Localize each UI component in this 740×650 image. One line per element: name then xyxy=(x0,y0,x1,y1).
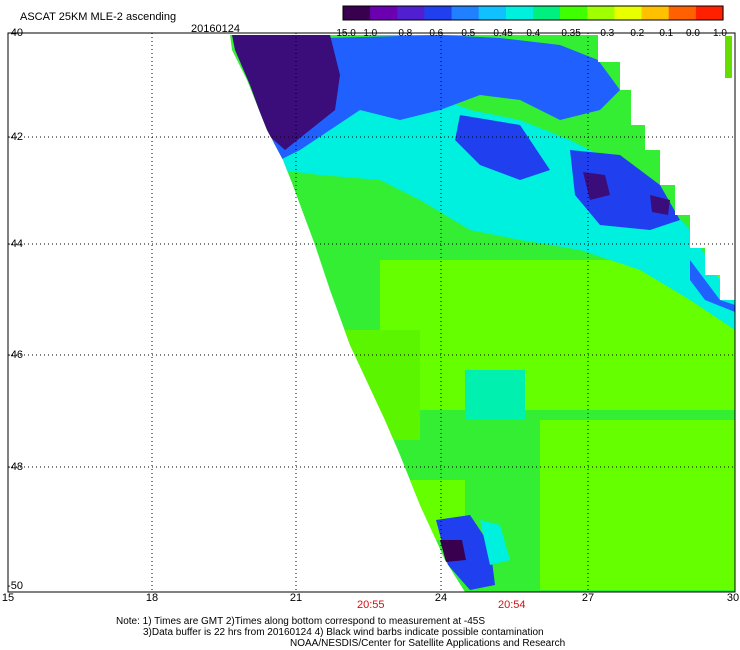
note-line: 3)Data buffer is 22 hrs from 20160124 4)… xyxy=(143,627,544,638)
lat-label: -50 xyxy=(7,580,23,592)
lon-label: 27 xyxy=(581,592,595,604)
swath-data xyxy=(230,35,735,592)
credit-line: NOAA/NESDIS/Center for Satellite Applica… xyxy=(290,638,566,649)
colorbar-label: -0.6 xyxy=(426,28,444,39)
colorbar-label: -0.2 xyxy=(627,28,645,39)
lon-label: 30 xyxy=(726,592,740,604)
colorbar-label: -0.4 xyxy=(523,28,541,39)
colorbar-segment xyxy=(343,6,371,20)
colorbar-border xyxy=(342,5,724,21)
colorbar-label: -0.35 xyxy=(558,28,581,39)
map-title: ASCAT 25KM MLE-2 ascending xyxy=(20,11,177,23)
colorbar-label: 0.0 xyxy=(686,28,700,39)
colorbar-label: -0.8 xyxy=(395,28,413,39)
time-label: 20:54 xyxy=(498,599,526,611)
lat-label: -44 xyxy=(7,238,23,250)
colorbar-label: -15.0 xyxy=(333,28,356,39)
colorbar-label: -0.45 xyxy=(490,28,513,39)
colorbar-segment xyxy=(451,6,480,20)
colorbar-segment xyxy=(424,6,453,20)
colorbar-segment xyxy=(505,6,534,20)
colorbar-segment xyxy=(587,6,615,20)
time-label: 20:55 xyxy=(357,599,385,611)
colorbar-segment xyxy=(668,6,697,20)
colorbar-segment xyxy=(695,6,724,20)
colorbar-segment xyxy=(370,6,398,20)
colorbar-label: -0.5 xyxy=(458,28,476,39)
colorbar-segment xyxy=(614,6,643,20)
colorbar-segment xyxy=(641,6,670,20)
colorbar-segment xyxy=(533,6,561,20)
colorbar-segment xyxy=(560,6,588,20)
colorbar-label: -1.0 xyxy=(360,28,378,39)
colorbar-label: -0.1 xyxy=(656,28,674,39)
note-line: Note: 1) Times are GMT 2)Times along bot… xyxy=(116,616,486,627)
lat-label: -40 xyxy=(7,27,23,39)
lon-label: 24 xyxy=(434,592,448,604)
lat-label: -46 xyxy=(7,349,23,361)
map-date: 20160124 xyxy=(191,23,240,35)
colorbar-segment xyxy=(478,6,507,20)
colorbar-label: 1.0 xyxy=(713,28,727,39)
map-frame xyxy=(7,32,736,593)
colorbar xyxy=(342,5,724,21)
lat-label: -48 xyxy=(7,461,23,473)
lon-label: 18 xyxy=(145,592,159,604)
legend-swatch xyxy=(725,36,732,78)
colorbar-segment xyxy=(397,6,425,20)
lon-label: 21 xyxy=(289,592,303,604)
lat-label: -42 xyxy=(7,131,23,143)
colorbar-label: -0.3 xyxy=(597,28,615,39)
lon-label: 15 xyxy=(1,592,15,604)
